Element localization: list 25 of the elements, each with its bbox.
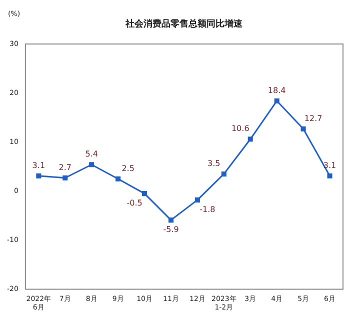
point: [221, 171, 226, 176]
point: [194, 197, 200, 202]
point: [142, 191, 148, 196]
data-label: 12.7: [304, 114, 322, 123]
point: [300, 126, 306, 132]
data-label: 2.7: [58, 162, 72, 172]
point: [62, 175, 68, 180]
point: [89, 162, 94, 168]
data-label: 5.4: [85, 150, 98, 159]
point: [327, 173, 332, 178]
point: [248, 136, 253, 142]
data-label: 3.1: [323, 160, 336, 170]
data-label: 18.4: [268, 86, 286, 95]
point: [36, 173, 42, 178]
data-label: -5.9: [163, 225, 179, 234]
chart-title: 社会消费品零售总额同比增速: [124, 18, 244, 30]
point: [116, 176, 121, 182]
data-label: -0.5: [126, 198, 142, 208]
data-label: -1.8: [200, 205, 216, 214]
point: [168, 218, 174, 223]
data-label: 2.5: [122, 164, 134, 173]
point: [274, 98, 280, 104]
data-label: 3.1: [32, 160, 46, 170]
data-label: 10.6: [231, 124, 250, 134]
data-label: 3.5: [208, 159, 220, 168]
